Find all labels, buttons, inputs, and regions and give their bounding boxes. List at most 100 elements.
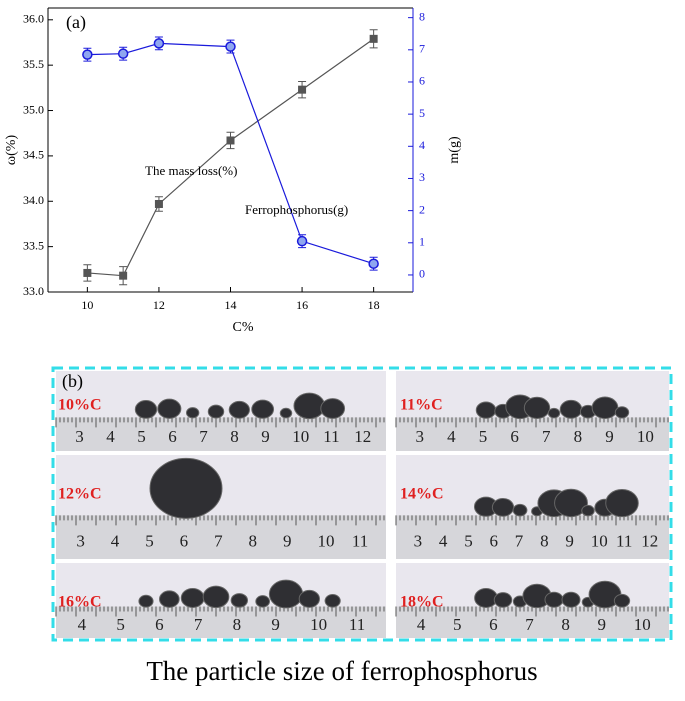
x-tick-label: 14	[225, 298, 237, 312]
y-tick-label: 34.5	[23, 148, 44, 162]
particle	[207, 404, 225, 419]
series-line	[87, 42, 374, 265]
ruler-number: 6	[510, 427, 519, 446]
y2-tick-label: 8	[419, 9, 425, 23]
particle	[293, 392, 326, 420]
particle	[228, 400, 250, 419]
ruler-number: 4	[417, 615, 426, 634]
x-axis-label: C%	[233, 320, 254, 335]
ruler-number: 8	[249, 531, 257, 550]
marker	[225, 41, 236, 52]
x-tick-label: 12	[153, 298, 165, 312]
y-tick-label: 34.0	[23, 193, 44, 207]
ruler-number: 5	[116, 615, 125, 634]
ruler-number: 9	[271, 615, 280, 634]
ruler-number: 7	[194, 615, 203, 634]
ruler-number: 9	[605, 427, 614, 446]
particle	[491, 497, 515, 517]
particle	[512, 503, 528, 517]
ruler-number: 4	[78, 615, 87, 634]
particle	[138, 594, 154, 608]
particle	[554, 488, 588, 518]
ruler-number: 9	[261, 427, 270, 446]
ruler	[396, 515, 669, 559]
y2-tick-label: 6	[419, 74, 425, 88]
series-annotation: Ferrophosphorus(g)	[245, 202, 348, 217]
marker	[82, 49, 93, 60]
ruler-number: 9	[598, 615, 607, 634]
y-tick-label: 35.0	[23, 102, 44, 116]
marker	[298, 85, 307, 94]
y2-tick-label: 7	[419, 42, 425, 56]
ruler-number: 11	[352, 531, 368, 550]
x-tick-label: 18	[368, 298, 380, 312]
marker	[368, 258, 379, 269]
particle	[149, 457, 223, 519]
ruler	[396, 417, 669, 451]
particle	[547, 407, 561, 419]
ruler-number: 6	[180, 531, 189, 550]
ruler-number: 6	[489, 531, 498, 550]
photo-frame	[51, 366, 673, 642]
sample-label: 10%C	[58, 397, 102, 414]
ruler-number: 7	[525, 615, 534, 634]
ruler-number: 6	[155, 615, 164, 634]
particle	[320, 398, 346, 419]
ruler-number: 8	[574, 427, 583, 446]
ruler-number: 10	[591, 531, 608, 550]
particle	[134, 399, 158, 419]
ruler-number: 11	[323, 427, 339, 446]
y-axis-label: ω(%)	[4, 135, 19, 166]
particle	[157, 398, 182, 419]
ruler-number: 8	[540, 531, 549, 550]
marker	[296, 235, 308, 247]
y-tick-label: 33.0	[23, 284, 44, 298]
ruler-number: 5	[453, 615, 462, 634]
ruler-number: 7	[542, 427, 551, 446]
particle	[255, 595, 271, 608]
particle	[279, 407, 293, 419]
ruler-number: 12	[641, 531, 658, 550]
ruler-number: 8	[233, 615, 242, 634]
ruler-number: 3	[75, 427, 84, 446]
particle	[185, 407, 200, 419]
y-tick-label: 36.0	[23, 12, 44, 26]
ruler-number: 4	[111, 531, 120, 550]
particle	[561, 591, 581, 608]
marker	[154, 199, 163, 208]
marker	[119, 271, 128, 280]
sample-label: 18%C	[400, 594, 444, 611]
particle	[591, 396, 619, 419]
marker	[83, 268, 92, 277]
y2-axis-label: m(g)	[447, 136, 462, 164]
sample-label: 12%C	[58, 486, 102, 503]
ruler-number: 10	[292, 427, 309, 446]
ruler-number: 4	[447, 427, 456, 446]
ruler-number: 12	[354, 427, 371, 446]
series-annotation: The mass loss(%)	[145, 163, 237, 178]
x-tick-label: 10	[81, 298, 93, 312]
ruler-number: 8	[230, 427, 239, 446]
y2-tick-label: 4	[419, 138, 425, 152]
particle	[581, 504, 595, 517]
ruler-number: 4	[439, 531, 448, 550]
ruler	[56, 515, 386, 559]
y-tick-label: 33.5	[23, 238, 44, 252]
particle	[559, 399, 583, 419]
y2-tick-label: 5	[419, 106, 425, 120]
particle	[613, 593, 631, 608]
ruler-number: 9	[565, 531, 574, 550]
ruler	[396, 606, 669, 638]
ruler-number: 3	[415, 427, 424, 446]
sample-label: 11%C	[400, 397, 443, 414]
particle	[180, 587, 205, 608]
ruler	[56, 606, 386, 638]
y2-tick-label: 3	[419, 170, 425, 184]
ruler-number: 10	[310, 615, 327, 634]
ruler-number: 5	[137, 427, 146, 446]
ruler-number: 7	[199, 427, 208, 446]
ruler-number: 3	[414, 531, 423, 550]
particle	[202, 585, 230, 609]
sample-label: 16%C	[58, 594, 102, 611]
ruler-number: 10	[317, 531, 334, 550]
